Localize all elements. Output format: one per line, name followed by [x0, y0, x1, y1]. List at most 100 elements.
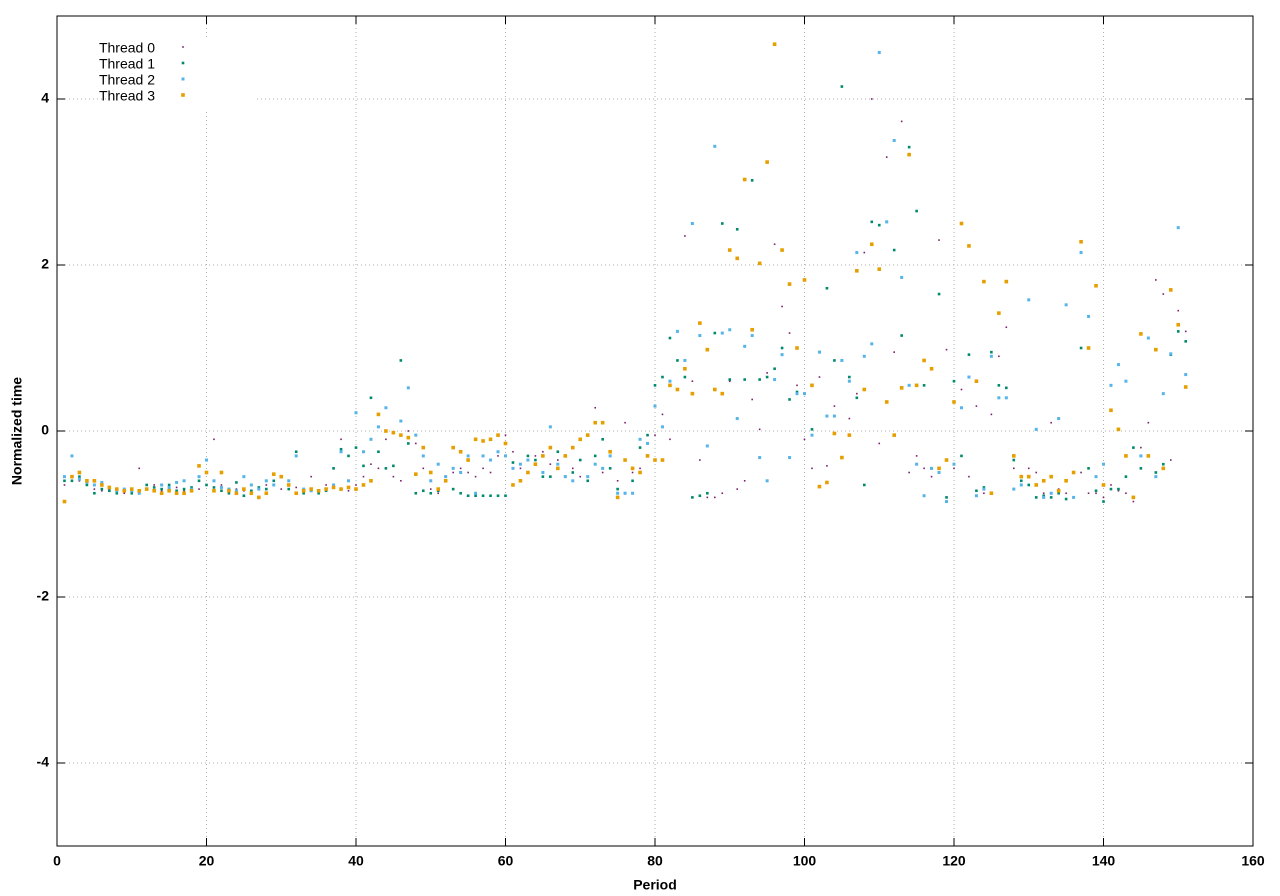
point: [743, 378, 746, 381]
point: [1116, 363, 1120, 367]
legend-marker: [181, 93, 185, 97]
point: [735, 256, 740, 261]
y-tick-label: 4: [41, 90, 49, 106]
point: [1034, 427, 1038, 431]
point: [825, 414, 829, 418]
point: [92, 479, 97, 483]
point: [848, 375, 851, 379]
plot-frame: [56, 15, 1254, 847]
legend-label: Thread 2: [99, 72, 155, 88]
point: [1094, 283, 1098, 288]
point: [459, 467, 462, 470]
point: [1019, 483, 1023, 487]
point: [347, 454, 350, 458]
point: [1109, 383, 1113, 387]
point: [990, 350, 993, 354]
point: [998, 355, 1000, 358]
legend-background: [115, 37, 255, 109]
point: [347, 479, 351, 483]
x-tick-label: 80: [647, 853, 663, 869]
point: [212, 488, 216, 493]
point: [1184, 330, 1187, 333]
point: [653, 384, 657, 387]
point: [354, 446, 358, 449]
point: [616, 487, 619, 491]
point: [70, 454, 74, 458]
point: [893, 351, 895, 353]
point: [1117, 487, 1120, 491]
point: [802, 278, 807, 282]
point: [630, 466, 635, 471]
point: [286, 483, 291, 487]
point: [810, 433, 814, 437]
point: [713, 387, 717, 392]
y-tick-label: -4: [37, 754, 50, 770]
point: [645, 454, 650, 458]
point: [855, 251, 859, 255]
point: [145, 483, 148, 487]
point: [235, 488, 238, 490]
point: [832, 414, 836, 418]
point: [915, 455, 918, 457]
point: [153, 484, 155, 486]
point: [369, 396, 373, 400]
point: [407, 442, 410, 445]
point: [683, 375, 687, 379]
point: [467, 471, 469, 474]
point: [1162, 293, 1165, 295]
point: [616, 480, 619, 482]
point: [489, 458, 493, 462]
point: [825, 480, 829, 485]
point: [601, 466, 605, 470]
point: [205, 483, 208, 487]
point: [406, 435, 411, 440]
point: [668, 336, 672, 340]
point: [727, 248, 732, 252]
point: [781, 305, 783, 308]
point: [960, 454, 963, 458]
point: [429, 479, 433, 483]
point: [1087, 467, 1090, 470]
point: [227, 488, 231, 493]
point: [1139, 467, 1143, 470]
point: [742, 177, 747, 182]
point: [788, 332, 791, 334]
point: [600, 420, 605, 425]
point: [437, 492, 440, 495]
point: [571, 471, 575, 474]
point: [264, 479, 268, 483]
point: [384, 406, 388, 410]
point: [473, 437, 478, 442]
point: [930, 475, 933, 478]
point: [534, 455, 537, 457]
point: [811, 467, 813, 470]
point: [399, 433, 403, 437]
point: [915, 462, 919, 466]
point: [765, 375, 769, 379]
point: [250, 489, 253, 493]
point: [93, 491, 96, 495]
x-tick-label: 100: [793, 853, 817, 869]
point: [698, 334, 702, 338]
point: [833, 359, 836, 362]
point: [316, 488, 321, 493]
x-tick-label: 140: [1092, 853, 1116, 869]
point: [922, 494, 926, 498]
point: [743, 480, 746, 482]
point: [160, 489, 163, 492]
point: [533, 462, 538, 466]
point: [1132, 446, 1135, 449]
point: [923, 467, 925, 470]
point: [1004, 279, 1009, 284]
point: [1064, 497, 1068, 501]
point: [234, 489, 238, 493]
point: [1026, 474, 1031, 479]
point: [130, 491, 134, 495]
point: [1079, 239, 1083, 244]
point: [287, 487, 291, 491]
point: [428, 470, 433, 475]
point: [101, 489, 103, 492]
point: [197, 475, 201, 479]
point: [989, 354, 993, 358]
